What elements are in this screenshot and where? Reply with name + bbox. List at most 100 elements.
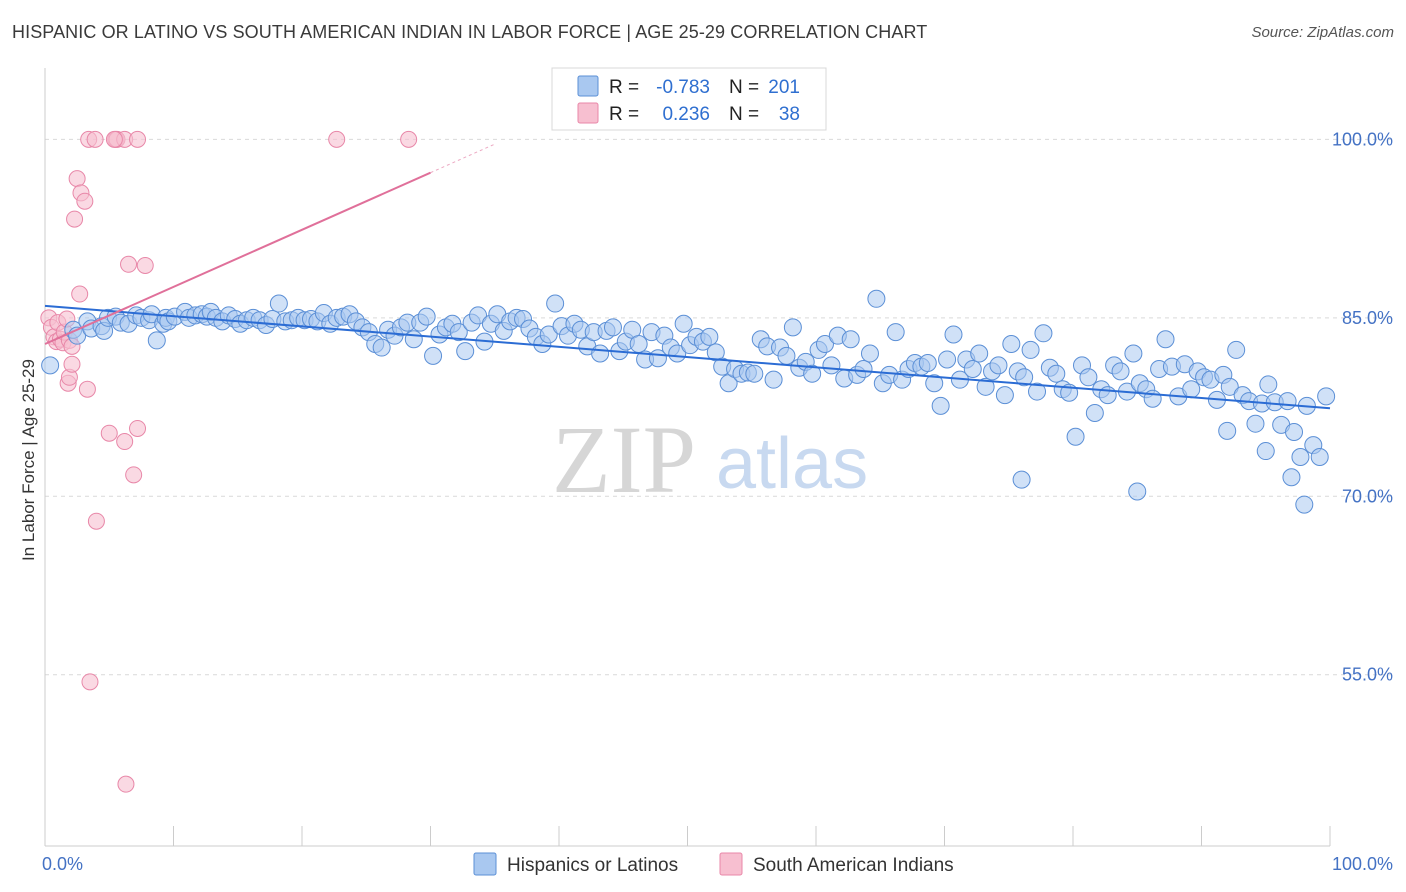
watermark: ZIP atlas bbox=[552, 406, 868, 513]
y-axis-label: In Labor Force | Age 25-29 bbox=[19, 359, 38, 561]
data-point-hispanic bbox=[1278, 392, 1297, 411]
data-point-hispanic bbox=[841, 330, 860, 349]
bottom-legend-label: South American Indians bbox=[753, 855, 954, 876]
data-point-hispanic bbox=[456, 342, 475, 361]
data-point-hispanic bbox=[629, 334, 648, 353]
source-label: Source: ZipAtlas.com bbox=[1251, 24, 1394, 41]
data-point-hispanic bbox=[372, 338, 391, 357]
legend-r-value: 0.236 bbox=[662, 104, 710, 125]
data-point-south-american-indian bbox=[86, 130, 104, 148]
data-point-hispanic bbox=[404, 330, 423, 349]
data-point-hispanic bbox=[424, 346, 443, 365]
legend-n-label: N = bbox=[729, 104, 759, 125]
x-tick-labels: 0.0% 100.0% bbox=[42, 854, 1393, 874]
data-point-hispanic bbox=[815, 334, 834, 353]
data-point-hispanic bbox=[1015, 368, 1034, 387]
data-point-hispanic bbox=[860, 344, 879, 363]
data-point-hispanic bbox=[1034, 324, 1053, 343]
data-point-hispanic bbox=[1028, 382, 1047, 401]
chart-title: HISPANIC OR LATINO VS SOUTH AMERICAN IND… bbox=[12, 22, 928, 42]
data-point-hispanic bbox=[854, 359, 873, 378]
data-point-hispanic bbox=[1220, 377, 1239, 396]
bottom-legend: Hispanics or Latinos South American Indi… bbox=[473, 852, 954, 876]
legend-r-label: R = bbox=[609, 104, 639, 125]
data-point-hispanic bbox=[449, 323, 468, 342]
data-point-hispanic bbox=[925, 374, 944, 393]
data-point-hispanic bbox=[674, 314, 693, 333]
x-tick-label: 0.0% bbox=[42, 854, 83, 874]
data-point-hispanic bbox=[1310, 448, 1329, 466]
data-point-hispanic bbox=[1282, 468, 1301, 487]
data-point-south-american-indian bbox=[76, 192, 94, 210]
legend-r-label: R = bbox=[609, 77, 639, 98]
y-tick-labels: 100.0% 85.0% 70.0% 55.0% bbox=[1332, 129, 1393, 684]
data-point-south-american-indian bbox=[81, 673, 99, 691]
data-point-south-american-indian bbox=[105, 130, 123, 148]
data-point-south-american-indian bbox=[117, 775, 135, 793]
trend-line-south-american-indian bbox=[44, 171, 431, 345]
data-point-hispanic bbox=[944, 325, 963, 344]
data-point-south-american-indian bbox=[66, 210, 84, 228]
y-tick-label: 70.0% bbox=[1342, 486, 1393, 506]
data-point-hispanic bbox=[668, 344, 687, 363]
data-point-hispanic bbox=[469, 306, 488, 325]
data-point-south-american-indian bbox=[116, 433, 134, 451]
data-point-hispanic bbox=[1124, 344, 1143, 363]
data-point-south-american-indian bbox=[68, 170, 86, 188]
bottom-legend-label: Hispanics or Latinos bbox=[507, 855, 678, 876]
data-point-hispanic bbox=[783, 318, 802, 337]
data-point-hispanic bbox=[963, 359, 982, 378]
data-point-hispanic bbox=[1012, 470, 1031, 489]
y-tick-label: 55.0% bbox=[1342, 665, 1393, 685]
data-point-south-american-indian bbox=[129, 419, 147, 437]
stats-legend: R = -0.783 N = 201 R = 0.236 N = 38 bbox=[551, 67, 827, 131]
legend-r-value: -0.783 bbox=[656, 77, 710, 98]
data-point-hispanic bbox=[1295, 495, 1314, 514]
data-point-south-american-indian bbox=[71, 285, 89, 303]
data-point-hispanic bbox=[1259, 375, 1278, 394]
data-point-hispanic bbox=[918, 354, 937, 373]
data-point-south-american-indian bbox=[129, 130, 147, 148]
legend-swatch-blue bbox=[577, 75, 599, 97]
data-point-hispanic bbox=[938, 350, 957, 369]
y-tick-label: 100.0% bbox=[1332, 129, 1393, 149]
data-point-hispanic bbox=[976, 377, 995, 396]
data-point-hispanic bbox=[1291, 448, 1310, 466]
watermark-zip: ZIP bbox=[552, 406, 696, 513]
bottom-legend-swatch-pink bbox=[719, 852, 743, 876]
data-point-hispanic bbox=[1156, 330, 1175, 349]
data-point-hispanic bbox=[546, 294, 565, 313]
data-point-hispanic bbox=[1047, 364, 1066, 383]
data-point-hispanic bbox=[539, 325, 558, 344]
data-point-hispanic bbox=[147, 331, 166, 350]
data-point-hispanic bbox=[1182, 380, 1201, 399]
data-point-hispanic bbox=[931, 396, 950, 415]
data-point-south-american-indian bbox=[87, 512, 105, 530]
axes bbox=[44, 68, 1331, 847]
legend-swatch-pink bbox=[577, 102, 599, 124]
trend-line-hispanic bbox=[44, 304, 1331, 410]
data-point-hispanic bbox=[764, 370, 783, 389]
data-point-hispanic bbox=[603, 318, 622, 337]
data-point-south-american-indian bbox=[328, 130, 346, 148]
data-point-south-american-indian bbox=[136, 256, 154, 274]
series-south-american-indians bbox=[40, 130, 418, 793]
data-point-hispanic bbox=[1218, 421, 1237, 440]
data-point-hispanic bbox=[1227, 340, 1246, 359]
data-point-hispanic bbox=[803, 364, 822, 383]
watermark-atlas: atlas bbox=[716, 424, 868, 504]
data-point-hispanic bbox=[591, 344, 610, 363]
data-point-hispanic bbox=[1256, 442, 1275, 461]
data-point-south-american-indian bbox=[63, 355, 81, 373]
data-point-hispanic bbox=[970, 344, 989, 363]
data-point-hispanic bbox=[822, 356, 841, 375]
data-point-hispanic bbox=[417, 307, 436, 326]
data-point-hispanic bbox=[1066, 427, 1085, 446]
data-point-hispanic bbox=[995, 386, 1014, 405]
data-point-hispanic bbox=[777, 346, 796, 365]
data-point-hispanic bbox=[867, 289, 886, 308]
data-point-south-american-indian bbox=[125, 466, 143, 484]
data-point-hispanic bbox=[1246, 414, 1265, 433]
x-tick-label: 100.0% bbox=[1332, 854, 1393, 874]
